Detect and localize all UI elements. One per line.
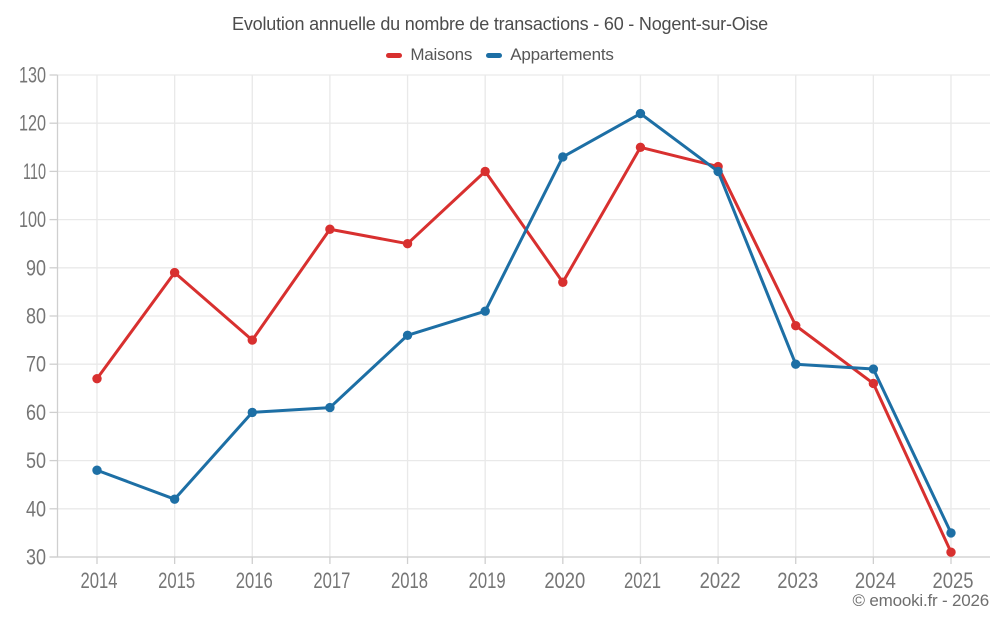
maisons-point-2024 xyxy=(868,378,879,389)
appartements-point-2016 xyxy=(247,407,257,418)
y-axis-label: 80 xyxy=(26,304,46,329)
maisons-point-2017 xyxy=(325,224,335,234)
y-axis-label: 70 xyxy=(26,352,46,377)
x-axis-label: 2016 xyxy=(236,568,273,593)
appartements-point-2023 xyxy=(791,359,801,369)
chart-legend: Maisons Appartements xyxy=(0,45,1000,65)
legend-swatch-maisons xyxy=(386,52,403,58)
y-axis-label: 50 xyxy=(26,448,46,473)
maisons-point-2020 xyxy=(558,277,568,287)
x-axis-label: 2014 xyxy=(81,568,118,593)
maisons-point-2023 xyxy=(791,320,801,331)
y-axis-label: 100 xyxy=(19,207,46,232)
appartements-point-2021 xyxy=(635,108,646,119)
appartements-point-2025 xyxy=(946,528,956,538)
appartements-point-2024 xyxy=(868,364,879,374)
appartements-point-2014 xyxy=(92,465,102,475)
maisons-point-2018 xyxy=(402,239,413,249)
chart-title: Evolution annuelle du nombre de transact… xyxy=(232,14,768,34)
maisons-point-2015 xyxy=(169,267,180,278)
x-axis-label: 2019 xyxy=(469,568,506,593)
maisons-point-2016 xyxy=(247,335,257,345)
x-axis-label: 2024 xyxy=(855,568,896,593)
x-axis-label: 2018 xyxy=(391,568,428,593)
appartements-point-2017 xyxy=(325,402,335,413)
y-axis-label: 120 xyxy=(19,111,46,136)
x-axis-label: 2020 xyxy=(544,568,585,593)
appartements-point-2022 xyxy=(713,166,723,177)
y-axis-label: 30 xyxy=(26,545,46,570)
y-axis-label: 110 xyxy=(23,159,46,184)
legend-label: Maisons xyxy=(410,45,473,64)
watermark: © emooki.fr - 2026 xyxy=(852,591,990,610)
x-axis-label: 2023 xyxy=(777,568,818,593)
y-axis-label: 60 xyxy=(26,400,46,425)
x-axis-label: 2025 xyxy=(933,568,974,593)
appartements-point-2018 xyxy=(402,330,413,340)
x-axis-label: 2021 xyxy=(624,568,661,593)
x-axis-label: 2022 xyxy=(700,568,741,593)
appartements-line xyxy=(95,112,953,535)
appartements-point-2015 xyxy=(169,494,180,504)
maisons-point-2014 xyxy=(92,373,102,384)
maisons-point-2025 xyxy=(946,547,956,557)
y-axis-label: 40 xyxy=(26,496,46,521)
maisons-line xyxy=(95,145,953,554)
maisons-point-2021 xyxy=(635,142,646,152)
legend-item-maisons[interactable]: Maisons xyxy=(386,45,472,65)
appartements-point-2019 xyxy=(480,306,490,316)
legend-label: Appartements xyxy=(510,45,614,64)
y-axis-label: 130 xyxy=(19,63,46,88)
x-axis-label: 2017 xyxy=(313,568,350,593)
y-axis-label: 90 xyxy=(26,255,46,280)
maisons-point-2019 xyxy=(480,166,490,177)
legend-item-appartements[interactable]: Appartements xyxy=(486,45,614,65)
legend-swatch-appartements xyxy=(486,52,503,58)
x-axis-label: 2015 xyxy=(158,568,195,593)
appartements-point-2020 xyxy=(558,152,568,162)
